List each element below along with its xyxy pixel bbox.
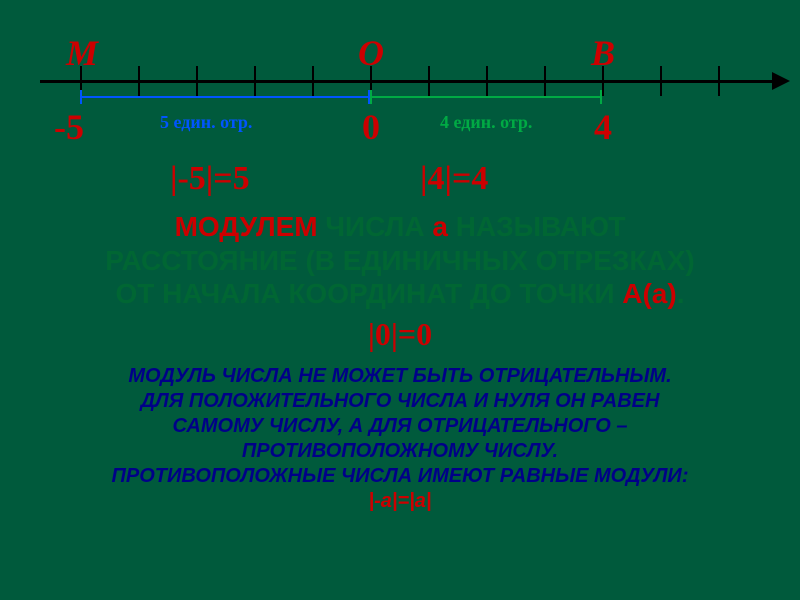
point-B-value: 4 bbox=[594, 106, 612, 148]
def-line3a: ОТ НАЧАЛА КООРДИНАТ ДО ТОЧКИ bbox=[115, 278, 622, 309]
def-line2: РАССТОЯНИЕ (В ЕДИНИЧНЫХ ОТРЕЗКАХ) bbox=[105, 245, 695, 276]
def-point-Aa: A(a) bbox=[622, 278, 676, 309]
definition-text: МОДУЛЕМ ЧИСЛА a НАЗЫВАЮТ РАССТОЯНИЕ (В Е… bbox=[0, 210, 800, 311]
tick bbox=[486, 66, 488, 96]
point-B-label: B bbox=[591, 32, 615, 74]
tick bbox=[544, 66, 546, 96]
def-word-chisla: ЧИСЛА bbox=[318, 211, 433, 242]
tick bbox=[660, 66, 662, 96]
segment-left bbox=[80, 96, 370, 98]
segment-right bbox=[370, 96, 602, 98]
def-line3c: . bbox=[677, 278, 685, 309]
rules-l3: САМОМУ ЧИСЛУ, А ДЛЯ ОТРИЦАТЕЛЬНОГО – bbox=[172, 415, 627, 437]
rules-l6: |-a|=|a| bbox=[369, 490, 432, 512]
point-O-label: O bbox=[358, 32, 384, 74]
segment-right-cap-start bbox=[370, 90, 372, 104]
def-letter-a: a bbox=[432, 211, 448, 242]
point-M-label: M bbox=[66, 32, 98, 74]
point-M-value: -5 bbox=[54, 106, 84, 148]
def-word-nazyvayut: НАЗЫВАЮТ bbox=[448, 211, 626, 242]
segment-left-cap-start bbox=[80, 90, 82, 104]
rules-text: МОДУЛЬ ЧИСЛА НЕ МОЖЕТ БЫТЬ ОТРИЦАТЕЛЬНЫМ… bbox=[50, 364, 750, 514]
tick bbox=[428, 66, 430, 96]
tick bbox=[718, 66, 720, 96]
rules-l2: ДЛЯ ПОЛОЖИТЕЛЬНОГО ЧИСЛА И НУЛЯ ОН РАВЕН bbox=[141, 390, 660, 412]
segment-right-cap-end bbox=[600, 90, 602, 104]
axis-arrow-icon bbox=[772, 72, 790, 90]
tick bbox=[138, 66, 140, 96]
point-O-value: 0 bbox=[362, 106, 380, 148]
equation-right: |4|=4 bbox=[420, 160, 488, 198]
tick bbox=[312, 66, 314, 96]
diagram-stage: M O B -5 0 4 5 един. отр. 4 един. отр. |… bbox=[0, 0, 800, 600]
def-word-modulem: МОДУЛЕМ bbox=[175, 211, 318, 242]
tick bbox=[254, 66, 256, 96]
rules-l5: ПРОТИВОПОЛОЖНЫЕ ЧИСЛА ИМЕЮТ РАВНЫЕ МОДУЛ… bbox=[112, 465, 689, 487]
number-line-axis bbox=[40, 80, 780, 83]
zero-equation: |0|=0 bbox=[0, 316, 800, 353]
segment-left-label: 5 един. отр. bbox=[160, 112, 252, 133]
rules-l4: ПРОТИВОПОЛОЖНОМУ ЧИСЛУ. bbox=[242, 440, 558, 462]
equation-left: |-5|=5 bbox=[170, 160, 250, 198]
tick bbox=[196, 66, 198, 96]
rules-l1: МОДУЛЬ ЧИСЛА НЕ МОЖЕТ БЫТЬ ОТРИЦАТЕЛЬНЫМ… bbox=[128, 365, 671, 387]
segment-right-label: 4 един. отр. bbox=[440, 112, 532, 133]
